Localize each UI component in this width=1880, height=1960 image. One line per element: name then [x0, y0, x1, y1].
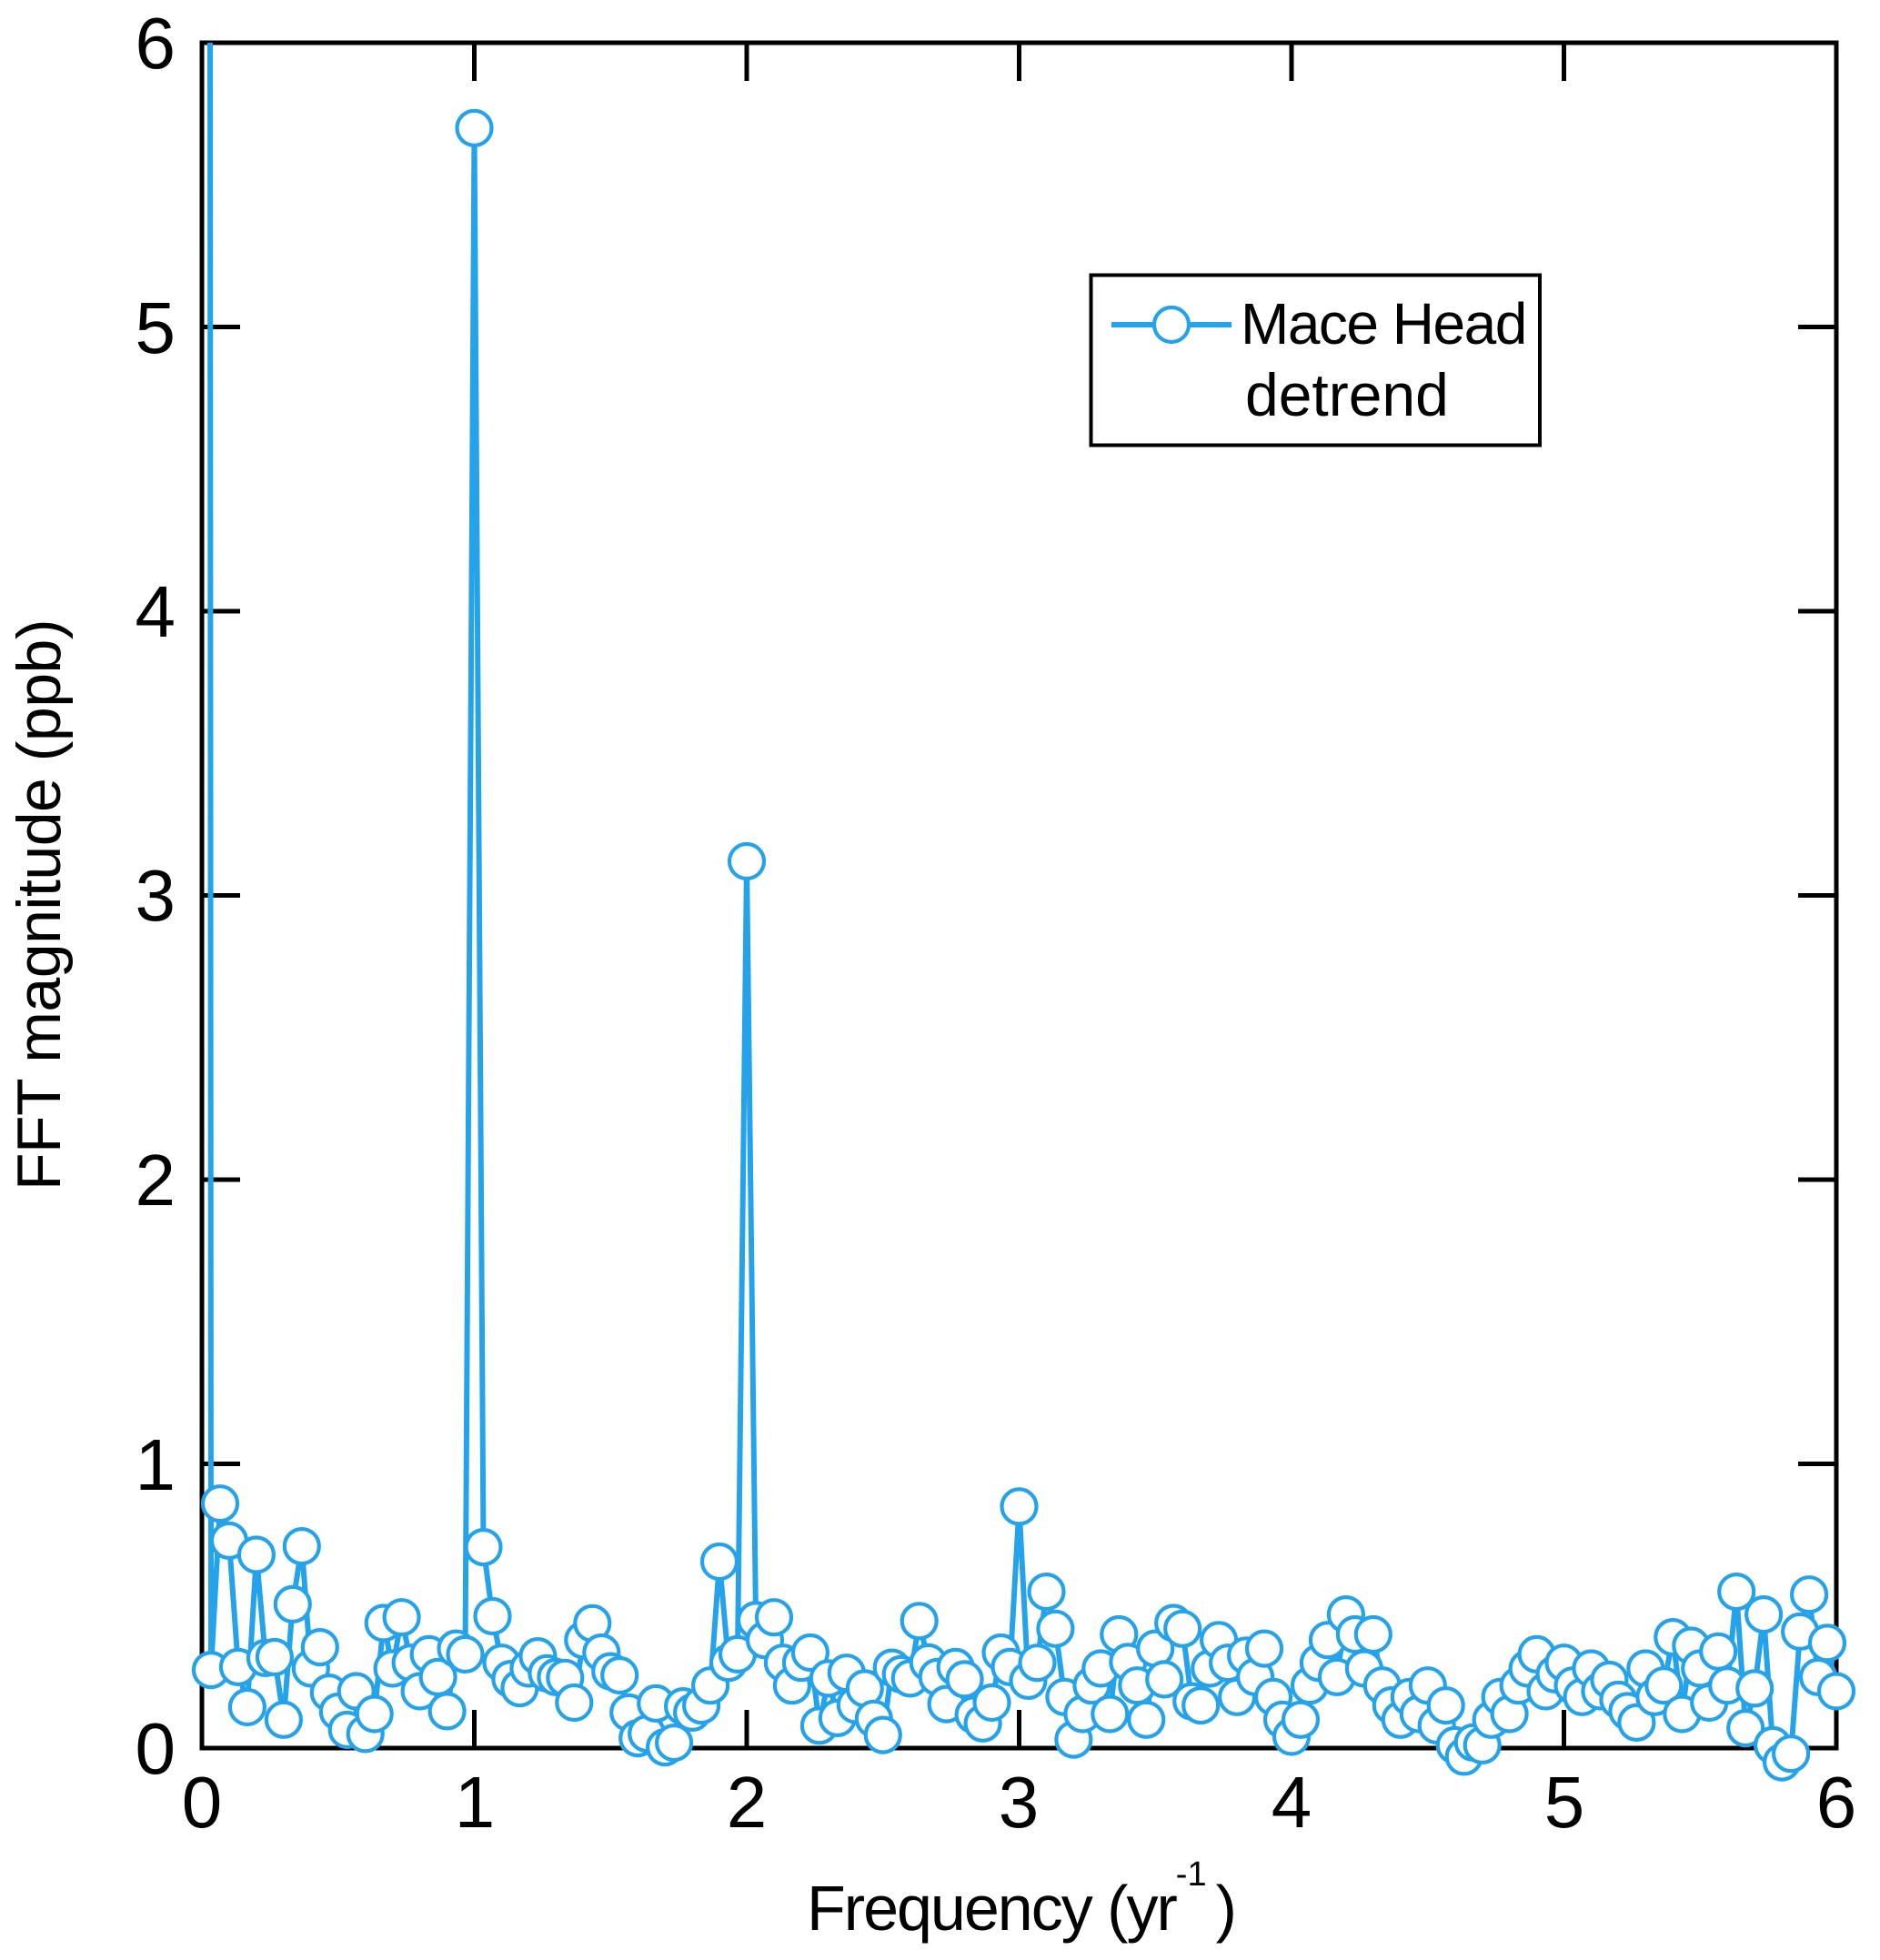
svg-text:0: 0: [182, 1762, 223, 1843]
svg-text:2: 2: [136, 1140, 176, 1221]
svg-text:4: 4: [136, 571, 176, 652]
svg-text:FFT magnitude (ppb): FFT magnitude (ppb): [5, 619, 74, 1191]
svg-text:1: 1: [136, 1424, 176, 1505]
svg-text:5: 5: [136, 287, 176, 368]
svg-text:4: 4: [1272, 1762, 1312, 1843]
svg-text:Mace Head: Mace Head: [1241, 291, 1526, 357]
svg-text:2: 2: [727, 1762, 768, 1843]
svg-text:5: 5: [1544, 1762, 1585, 1843]
svg-text:detrend: detrend: [1245, 361, 1449, 428]
svg-text:6: 6: [1816, 1762, 1857, 1843]
svg-text:3: 3: [999, 1762, 1040, 1843]
svg-text:3: 3: [136, 855, 176, 936]
svg-text:1: 1: [455, 1762, 496, 1843]
svg-text:0: 0: [136, 1708, 176, 1789]
svg-text:6: 6: [136, 3, 176, 84]
